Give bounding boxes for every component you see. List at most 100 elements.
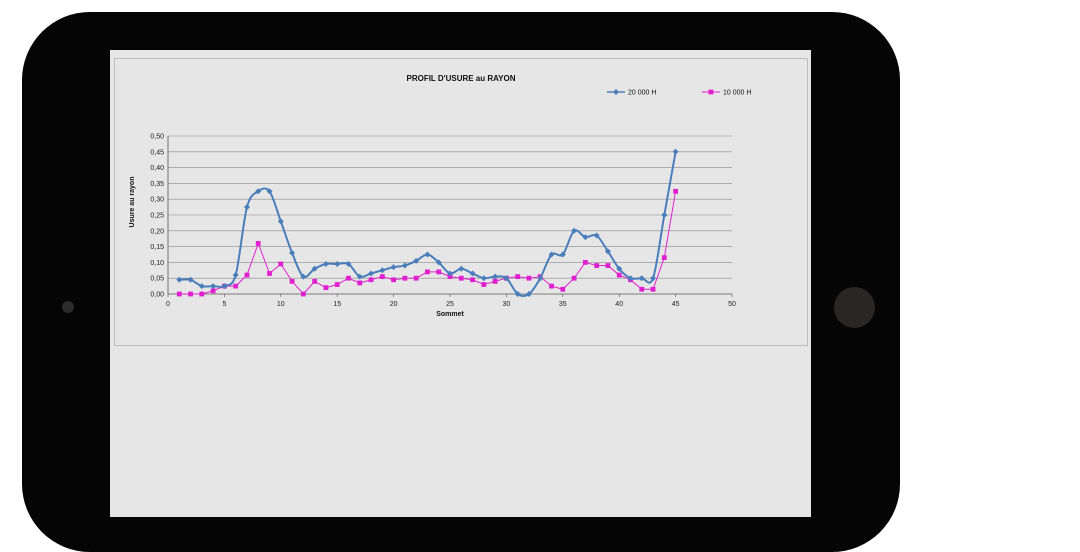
data-point-10000h <box>436 269 442 275</box>
series-line-10000h <box>179 191 677 295</box>
data-point-10000h <box>673 188 678 194</box>
legend-marker <box>613 89 619 95</box>
data-point-10000h <box>458 275 464 281</box>
x-tick-label: 10 <box>277 301 285 308</box>
data-point-20000h <box>322 260 329 267</box>
data-point-20000h <box>582 234 589 241</box>
series-line-20000h <box>179 151 677 297</box>
y-tick-label: 0,30 <box>150 197 164 204</box>
data-point-10000h <box>402 275 408 281</box>
chart-axes: 0,00 0,05 0,10 0,15 0,20 0,25 0,30 0,35 0,40 0,45… <box>150 134 736 309</box>
data-point-10000h <box>346 275 351 281</box>
data-point-20000h <box>616 265 623 272</box>
data-point-20000h <box>638 275 645 282</box>
data-point-10000h <box>244 272 250 278</box>
x-tick-label: 50 <box>728 301 736 308</box>
x-tick-label: 25 <box>446 301 454 308</box>
data-point-20000h <box>559 251 566 258</box>
data-point-10000h <box>447 274 453 280</box>
data-point-20000h <box>232 272 239 279</box>
data-point-20000h <box>390 264 397 271</box>
data-point-20000h <box>289 249 296 256</box>
data-point-10000h <box>233 283 239 289</box>
data-point-10000h <box>267 271 272 276</box>
data-point-20000h <box>604 248 611 255</box>
y-axis-label: Usure au rayon <box>129 177 136 228</box>
camera-icon <box>62 301 74 313</box>
data-point-20000h <box>277 218 284 225</box>
data-point-20000h <box>525 291 532 297</box>
data-point-20000h <box>266 188 273 195</box>
legend-entry: 10 000 H <box>723 90 751 97</box>
y-tick-label: 0,15 <box>150 244 164 251</box>
data-point-20000h <box>435 259 442 266</box>
x-tick-label: 5 <box>222 301 226 308</box>
x-tick-label: 40 <box>615 301 623 308</box>
x-tick-label: 45 <box>672 301 680 308</box>
y-tick-label: 0,50 <box>150 134 164 141</box>
y-tick-label: 0,25 <box>150 213 164 220</box>
x-tick-label: 15 <box>333 301 341 308</box>
data-point-20000h <box>401 262 408 269</box>
x-tick-label: 30 <box>503 301 511 308</box>
data-point-20000h <box>255 188 262 195</box>
data-point-10000h <box>176 291 182 297</box>
data-point-10000h <box>492 278 498 284</box>
data-point-10000h <box>605 263 611 268</box>
chart-grid <box>168 135 732 279</box>
data-point-10000h <box>255 241 261 246</box>
data-point-10000h <box>470 277 475 283</box>
data-point-10000h <box>481 282 487 287</box>
data-point-20000h <box>571 227 578 234</box>
home-button[interactable] <box>834 287 875 328</box>
data-point-10000h <box>357 280 363 286</box>
chart-series <box>176 148 679 297</box>
data-point-10000h <box>549 283 554 289</box>
chart-legend: 20 000 H 10 000 H <box>607 89 751 97</box>
data-point-20000h <box>413 257 420 264</box>
y-tick-label: 0,20 <box>150 228 164 235</box>
data-point-20000h <box>334 260 341 267</box>
data-point-10000h <box>650 286 656 292</box>
data-point-10000h <box>526 275 532 281</box>
data-point-20000h <box>661 212 668 218</box>
data-point-10000h <box>334 282 340 287</box>
y-tick-label: 0,05 <box>150 276 164 283</box>
y-tick-label: 0,40 <box>150 165 164 172</box>
data-point-20000h <box>187 276 194 283</box>
data-point-10000h <box>278 261 284 267</box>
data-point-20000h <box>221 283 228 290</box>
data-point-20000h <box>379 267 386 274</box>
chart-title: PROFIL D'USURE au RAYON <box>406 74 515 83</box>
data-point-10000h <box>560 286 566 292</box>
data-point-10000h <box>323 285 329 291</box>
x-tick-label: 20 <box>390 301 398 308</box>
data-point-10000h <box>594 263 600 268</box>
data-point-10000h <box>413 275 419 281</box>
legend-entry: 20 000 H <box>628 90 656 97</box>
data-point-20000h <box>593 232 600 239</box>
data-point-20000h <box>210 283 217 290</box>
data-point-20000h <box>672 148 679 155</box>
data-point-20000h <box>480 275 487 282</box>
x-axis-label: Sommet <box>436 311 464 318</box>
data-point-10000h <box>571 275 577 281</box>
data-point-20000h <box>311 265 318 272</box>
data-point-20000h <box>243 204 250 211</box>
data-point-10000h <box>391 277 396 283</box>
data-point-20000h <box>650 275 657 282</box>
data-point-20000h <box>447 270 453 277</box>
data-point-20000h <box>198 283 205 290</box>
data-point-20000h <box>469 270 476 277</box>
data-point-20000h <box>492 273 499 280</box>
data-point-20000h <box>176 276 183 283</box>
data-point-10000h <box>379 274 385 280</box>
data-point-10000h <box>368 277 374 283</box>
data-point-10000h <box>639 286 645 292</box>
data-point-20000h <box>424 251 431 258</box>
data-point-10000h <box>300 291 306 297</box>
data-point-20000h <box>537 275 544 282</box>
line-chart: 0,00 0,05 0,10 0,15 0,20 0,25 0,30 0,35 0,40 0,45… <box>129 74 751 318</box>
data-point-10000h <box>425 269 430 275</box>
data-point-20000h <box>514 291 521 297</box>
